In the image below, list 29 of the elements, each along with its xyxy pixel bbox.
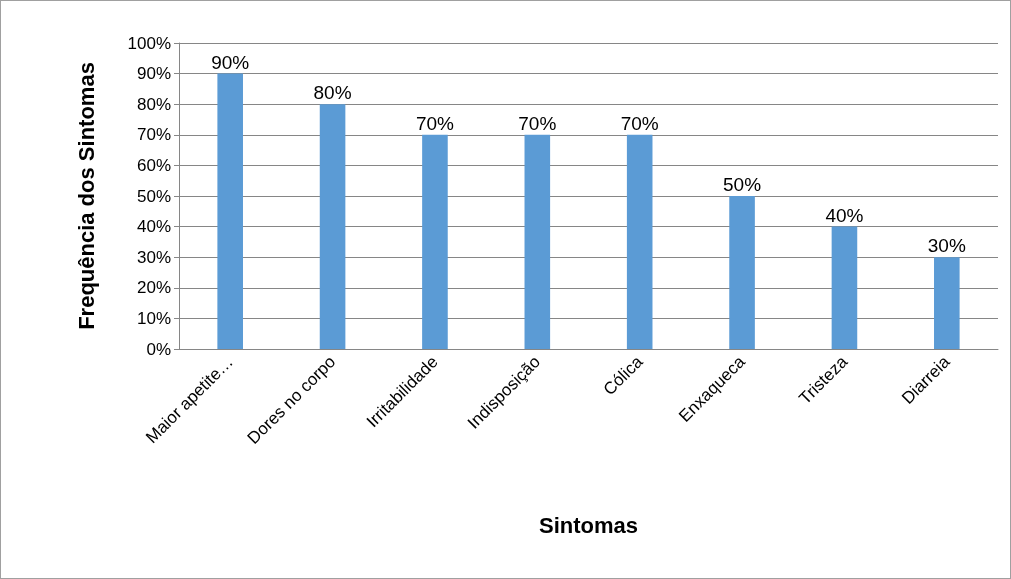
data-label: 90% (211, 51, 250, 73)
y-tick-label: 20% (136, 278, 171, 298)
bar (422, 134, 448, 349)
data-label: 50% (723, 174, 762, 195)
data-label: 70% (415, 112, 455, 134)
data-label: 70% (518, 112, 557, 134)
bar (729, 196, 755, 349)
bar (524, 134, 551, 349)
y-tick-label: 70% (136, 125, 171, 145)
y-tick-label: 100% (127, 33, 171, 53)
y-tick-label: 10% (136, 308, 171, 328)
y-tick-label: 30% (136, 247, 171, 267)
bar (319, 104, 346, 349)
data-label: 40% (825, 204, 864, 226)
y-tick-label: 50% (136, 186, 171, 206)
bar (934, 257, 960, 349)
x-axis-title: Sintomas (538, 512, 639, 538)
y-tick-label: 40% (136, 217, 171, 237)
bar (217, 73, 243, 349)
y-tick-label: 80% (136, 94, 171, 114)
data-label: 70% (620, 112, 659, 134)
y-tick-label: 60% (136, 155, 171, 175)
data-label: 80% (313, 82, 352, 104)
data-label: 30% (927, 235, 966, 257)
bar (831, 226, 858, 349)
bar (626, 134, 653, 349)
y-tick-label: 90% (136, 64, 171, 84)
y-axis-title: Frequência dos Sintomas (73, 62, 99, 330)
y-tick-label: 0% (146, 339, 171, 359)
